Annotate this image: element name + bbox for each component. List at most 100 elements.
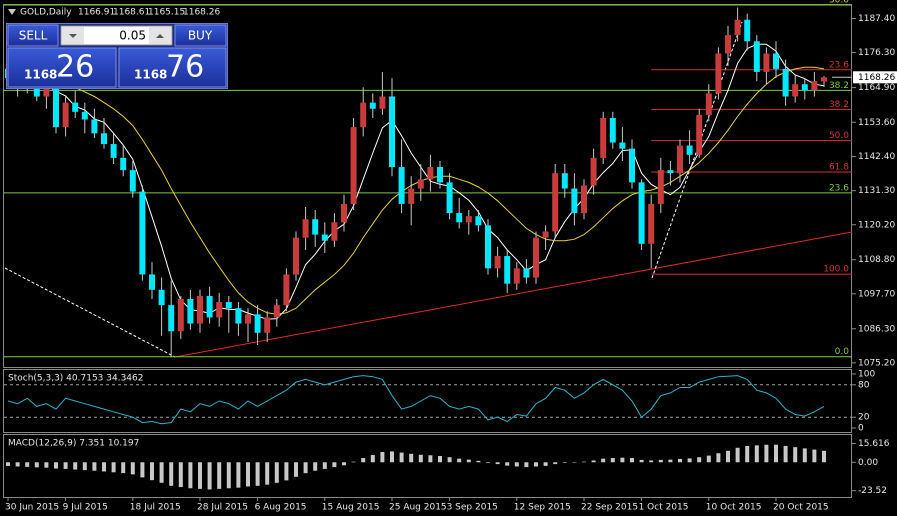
fib-label: 23.6 xyxy=(829,183,849,193)
sell-label[interactable]: SELL xyxy=(19,29,48,43)
macd-bar xyxy=(524,462,529,468)
candle-body xyxy=(91,119,98,134)
macd-bar xyxy=(735,447,740,463)
x-tick-label: 9 Jul 2015 xyxy=(63,503,108,513)
candle-body xyxy=(389,96,395,168)
header-low: 1165.15 xyxy=(148,8,185,18)
chart-title: GOLD,Daily xyxy=(20,8,72,18)
bid-box[interactable] xyxy=(7,47,117,88)
ask-box[interactable] xyxy=(118,47,227,88)
macd-bar xyxy=(812,449,817,463)
y-tick-label: 1153.60 xyxy=(858,118,895,128)
y-tick-label: 15.616 xyxy=(858,439,890,449)
fib-label: 61.8 xyxy=(829,162,849,172)
macd-bar xyxy=(591,460,596,463)
candle-body xyxy=(120,157,127,171)
candle-body xyxy=(168,305,175,332)
macd-bar xyxy=(476,460,481,463)
macd-bar xyxy=(562,462,567,463)
buy-button[interactable] xyxy=(174,24,227,47)
macd-bar xyxy=(399,452,404,463)
macd-bar xyxy=(754,445,759,463)
y-tick-label: 1075.20 xyxy=(858,358,895,368)
candle-body xyxy=(331,222,338,241)
macd-bar xyxy=(54,462,58,469)
candle-body xyxy=(590,157,597,186)
buy-label[interactable]: BUY xyxy=(188,29,213,43)
candle-body xyxy=(792,84,799,97)
candle-body xyxy=(657,170,664,204)
macd-bar xyxy=(620,457,625,463)
candle-body xyxy=(571,188,578,214)
lots-spinner[interactable] xyxy=(60,25,173,46)
candle-body xyxy=(801,84,808,91)
candle-body xyxy=(465,216,472,223)
candle-body xyxy=(475,216,482,226)
spin-up-arrow xyxy=(156,34,164,38)
candle-body xyxy=(158,289,165,306)
macd-bar xyxy=(303,462,308,474)
candle-body xyxy=(216,302,223,318)
candle-body xyxy=(494,256,501,269)
candle-body xyxy=(62,102,69,128)
trend-line xyxy=(174,231,853,358)
macd-bar xyxy=(236,462,241,488)
fib-label: 100.0 xyxy=(823,265,849,275)
macd-bar xyxy=(447,457,452,463)
candle-body xyxy=(312,219,319,235)
macd-bar xyxy=(553,462,558,465)
macd-bar xyxy=(418,454,423,463)
macd-bar xyxy=(649,460,654,463)
moving-average xyxy=(7,66,825,315)
candle-body xyxy=(782,68,789,97)
macd-bar xyxy=(630,458,634,463)
x-tick-label: 12 Sep 2015 xyxy=(514,503,571,513)
x-tick-label: 3 Sep 2015 xyxy=(447,503,498,513)
candle-body xyxy=(341,203,347,223)
trade-panel: SELL 0.05 BUY 1168 26 1168 76 xyxy=(6,23,228,89)
candle-body xyxy=(667,170,674,174)
macd-bar xyxy=(140,462,145,478)
macd-bar xyxy=(246,462,250,487)
macd-bar xyxy=(121,462,126,474)
candle-body xyxy=(101,133,107,145)
candle-body xyxy=(686,145,693,155)
macd-bar xyxy=(25,462,30,467)
macd-bar xyxy=(313,462,318,471)
candle-body xyxy=(773,53,779,69)
candle-body xyxy=(283,274,290,306)
candle-body xyxy=(197,295,203,324)
macd-bar xyxy=(505,462,510,466)
macd-bar xyxy=(678,458,682,463)
dashed-trend-line xyxy=(4,267,176,358)
header-open: 1166.91 xyxy=(78,8,115,18)
candle-body xyxy=(552,173,559,232)
candle-body xyxy=(264,317,271,333)
y-tick-label: 1108.80 xyxy=(858,255,895,265)
macd-bar xyxy=(457,458,462,463)
macd-bar xyxy=(495,462,500,465)
stoch-line xyxy=(7,375,825,425)
macd-bar xyxy=(543,462,548,466)
macd-bar xyxy=(745,445,750,463)
lots-value[interactable]: 0.05 xyxy=(119,29,146,43)
header-icon xyxy=(8,9,16,15)
macd-bar xyxy=(428,455,433,463)
macd-bar xyxy=(265,462,270,485)
candle-body xyxy=(485,225,491,269)
candle-body xyxy=(81,111,88,120)
sell-button[interactable] xyxy=(7,24,59,47)
y-tick-label: 1120.20 xyxy=(858,220,895,230)
candle-body xyxy=(129,170,136,192)
macd-bar xyxy=(658,459,663,463)
fib-label: 50.0 xyxy=(829,131,849,141)
y-tick-label: 100 xyxy=(858,370,875,380)
macd-bar xyxy=(159,462,164,483)
x-tick-label: 18 Jul 2015 xyxy=(130,503,181,513)
candle-body xyxy=(542,231,549,238)
bid-small: 26 xyxy=(56,50,94,85)
candle-body xyxy=(273,305,280,318)
last-price-box xyxy=(853,71,897,84)
candle-body xyxy=(293,237,299,275)
